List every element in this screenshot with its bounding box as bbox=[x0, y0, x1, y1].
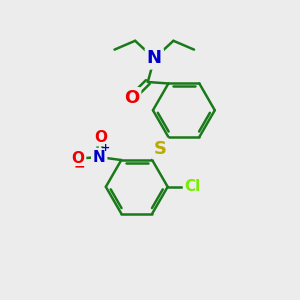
Text: N: N bbox=[93, 150, 106, 165]
Text: +: + bbox=[101, 143, 110, 153]
Text: S: S bbox=[154, 140, 167, 158]
Text: Cl: Cl bbox=[184, 179, 201, 194]
Text: N: N bbox=[147, 50, 162, 68]
Text: −: − bbox=[74, 160, 85, 174]
Text: O: O bbox=[124, 89, 139, 107]
Text: O: O bbox=[94, 130, 107, 145]
Text: O: O bbox=[71, 151, 85, 166]
